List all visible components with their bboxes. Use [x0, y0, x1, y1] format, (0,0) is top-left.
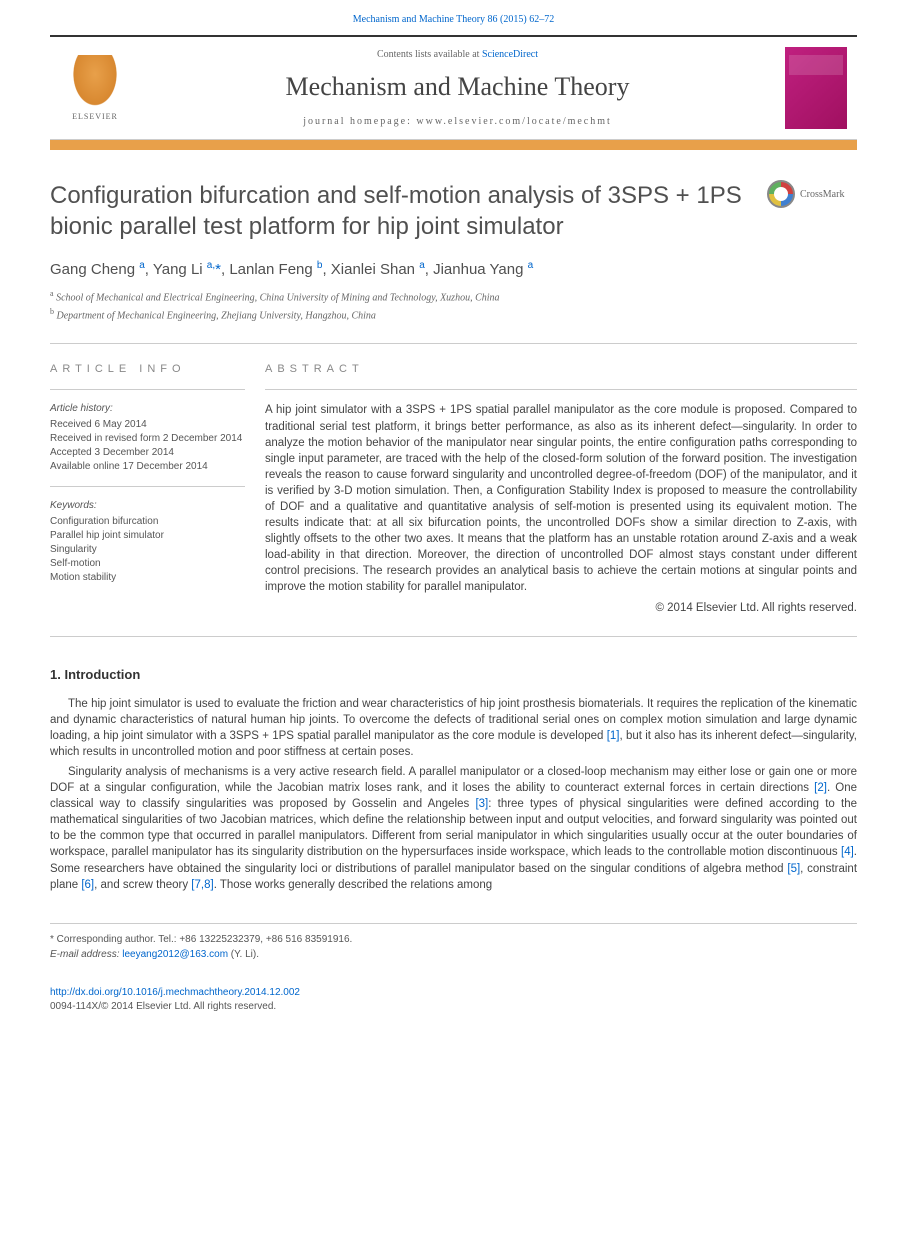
- introduction-paragraph: Singularity analysis of mechanisms is a …: [50, 764, 857, 893]
- abstract-column: ABSTRACT A hip joint simulator with a 3S…: [265, 344, 857, 616]
- accent-bar: [50, 140, 857, 150]
- history-line: Received 6 May 2014: [50, 418, 245, 432]
- introduction-paragraph: The hip joint simulator is used to evalu…: [50, 696, 857, 760]
- article-info-label: ARTICLE INFO: [50, 344, 245, 389]
- citation-link[interactable]: [4]: [841, 846, 854, 858]
- corresponding-author-footer: * Corresponding author. Tel.: +86 132252…: [50, 923, 857, 962]
- abstract-label: ABSTRACT: [265, 344, 857, 389]
- crossmark-badge[interactable]: CrossMark: [767, 180, 857, 208]
- article-info-column: ARTICLE INFO Article history: Received 6…: [50, 344, 265, 616]
- keywords-block: Keywords: Configuration bifurcationParal…: [50, 499, 245, 585]
- elsevier-logo: ELSEVIER: [60, 48, 130, 128]
- crossmark-label: CrossMark: [800, 189, 844, 200]
- affiliation-line: b Department of Mechanical Engineering, …: [50, 306, 857, 323]
- keywords-label: Keywords:: [50, 499, 245, 513]
- introduction-section: 1. Introduction The hip joint simulator …: [0, 637, 907, 893]
- journal-name: Mechanism and Machine Theory: [130, 72, 785, 102]
- email-suffix: (Y. Li).: [228, 949, 259, 960]
- citation-link[interactable]: [7,8]: [191, 879, 213, 891]
- history-line: Available online 17 December 2014: [50, 460, 245, 474]
- abstract-text: A hip joint simulator with a 3SPS + 1PS …: [265, 402, 857, 595]
- citation-link[interactable]: [1]: [607, 730, 620, 742]
- divider: [50, 389, 245, 390]
- citation-link[interactable]: [5]: [787, 863, 800, 875]
- journal-header: ELSEVIER Contents lists available at Sci…: [50, 35, 857, 140]
- contents-available-line: Contents lists available at ScienceDirec…: [130, 49, 785, 60]
- divider: [265, 389, 857, 390]
- issn-copyright-line: 0094-114X/© 2014 Elsevier Ltd. All right…: [50, 1000, 857, 1014]
- sciencedirect-link[interactable]: ScienceDirect: [482, 49, 538, 60]
- crossmark-icon: [767, 180, 795, 208]
- journal-cover-thumbnail: [785, 47, 847, 129]
- email-line: E-mail address: leeyang2012@163.com (Y. …: [50, 947, 857, 962]
- contents-prefix: Contents lists available at: [377, 49, 482, 60]
- keyword-line: Singularity: [50, 543, 245, 557]
- article-title: Configuration bifurcation and self-motio…: [50, 180, 747, 242]
- affiliations: a School of Mechanical and Electrical En…: [50, 288, 857, 323]
- abstract-copyright: © 2014 Elsevier Ltd. All rights reserved…: [265, 600, 857, 616]
- citation-link[interactable]: [3]: [475, 798, 488, 810]
- email-label: E-mail address:: [50, 949, 122, 960]
- history-line: Accepted 3 December 2014: [50, 446, 245, 460]
- keyword-line: Parallel hip joint simulator: [50, 529, 245, 543]
- doi-block: http://dx.doi.org/10.1016/j.mechmachtheo…: [50, 986, 857, 1014]
- elsevier-label: ELSEVIER: [72, 112, 118, 121]
- homepage-prefix: journal homepage:: [303, 116, 416, 127]
- affiliation-line: a School of Mechanical and Electrical En…: [50, 288, 857, 305]
- corresponding-line: * Corresponding author. Tel.: +86 132252…: [50, 932, 857, 947]
- header-center: Contents lists available at ScienceDirec…: [130, 49, 785, 127]
- introduction-heading: 1. Introduction: [50, 667, 857, 682]
- doi-link[interactable]: http://dx.doi.org/10.1016/j.mechmachtheo…: [50, 987, 300, 998]
- keyword-line: Motion stability: [50, 571, 245, 585]
- homepage-url: www.elsevier.com/locate/mechmt: [416, 116, 611, 127]
- elsevier-tree-icon: [70, 55, 120, 110]
- author-list: Gang Cheng a, Yang Li a,*, Lanlan Feng b…: [50, 260, 857, 278]
- journal-homepage-line: journal homepage: www.elsevier.com/locat…: [130, 116, 785, 127]
- corresponding-email-link[interactable]: leeyang2012@163.com: [122, 949, 228, 960]
- history-line: Received in revised form 2 December 2014: [50, 432, 245, 446]
- article-history-block: Article history: Received 6 May 2014Rece…: [50, 402, 245, 487]
- citation-link[interactable]: [2]: [814, 782, 827, 794]
- citation-link[interactable]: [6]: [81, 879, 94, 891]
- running-head-citation: Mechanism and Machine Theory 86 (2015) 6…: [0, 0, 907, 35]
- history-label: Article history:: [50, 402, 245, 416]
- keyword-line: Self-motion: [50, 557, 245, 571]
- keyword-line: Configuration bifurcation: [50, 515, 245, 529]
